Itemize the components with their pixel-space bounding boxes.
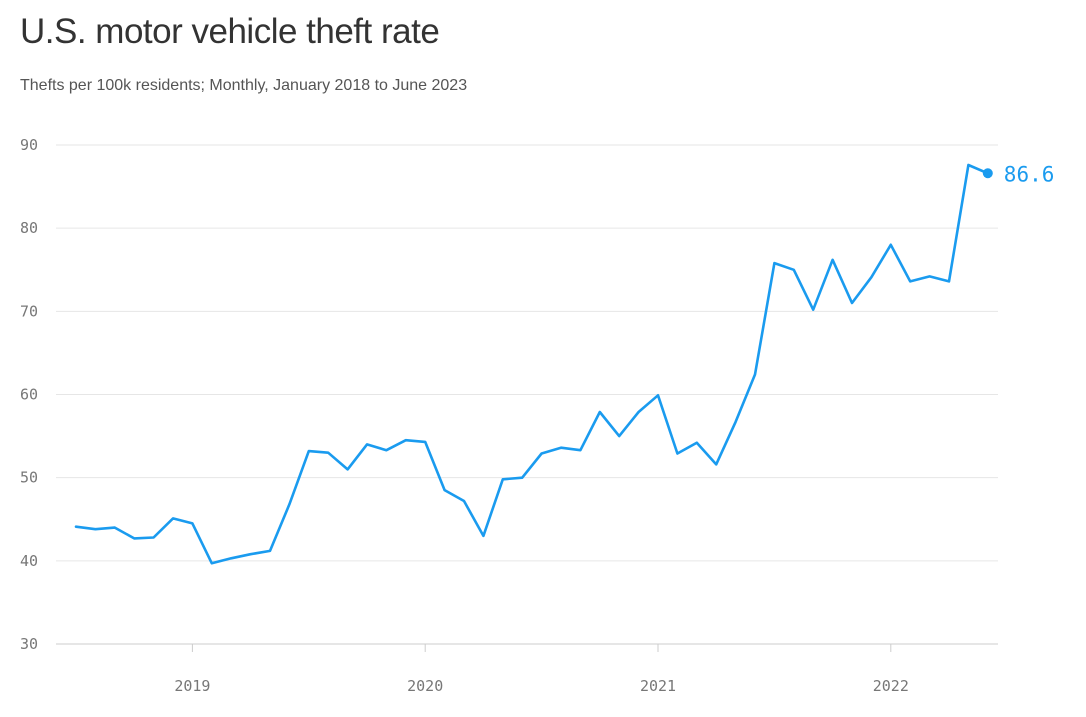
series-line xyxy=(74,163,990,565)
x-axis: 2019 2020 2021 2022 xyxy=(174,644,909,695)
x-tick-label: 2022 xyxy=(873,677,909,695)
x-tick-label: 2020 xyxy=(407,677,443,695)
y-tick-label: 40 xyxy=(20,552,38,570)
y-axis-ticks: 30 40 50 60 70 80 90 xyxy=(20,136,38,653)
series-layer: 86.6 xyxy=(74,162,1055,565)
y-tick-label: 80 xyxy=(20,219,38,237)
gridlines xyxy=(56,144,998,645)
x-tick-label: 2019 xyxy=(174,677,210,695)
y-tick-label: 30 xyxy=(20,635,38,653)
x-tick-label: 2021 xyxy=(640,677,676,695)
y-tick-label: 60 xyxy=(20,386,38,404)
chart-subtitle: Thefts per 100k residents; Monthly, Janu… xyxy=(20,77,468,94)
y-tick-label: 70 xyxy=(20,302,38,320)
y-tick-label: 50 xyxy=(20,469,38,487)
chart-title: U.S. motor vehicle theft rate xyxy=(20,12,440,51)
end-value-label: 86.6 xyxy=(1004,162,1055,186)
y-tick-label: 90 xyxy=(20,136,38,154)
end-point-marker xyxy=(982,168,993,179)
